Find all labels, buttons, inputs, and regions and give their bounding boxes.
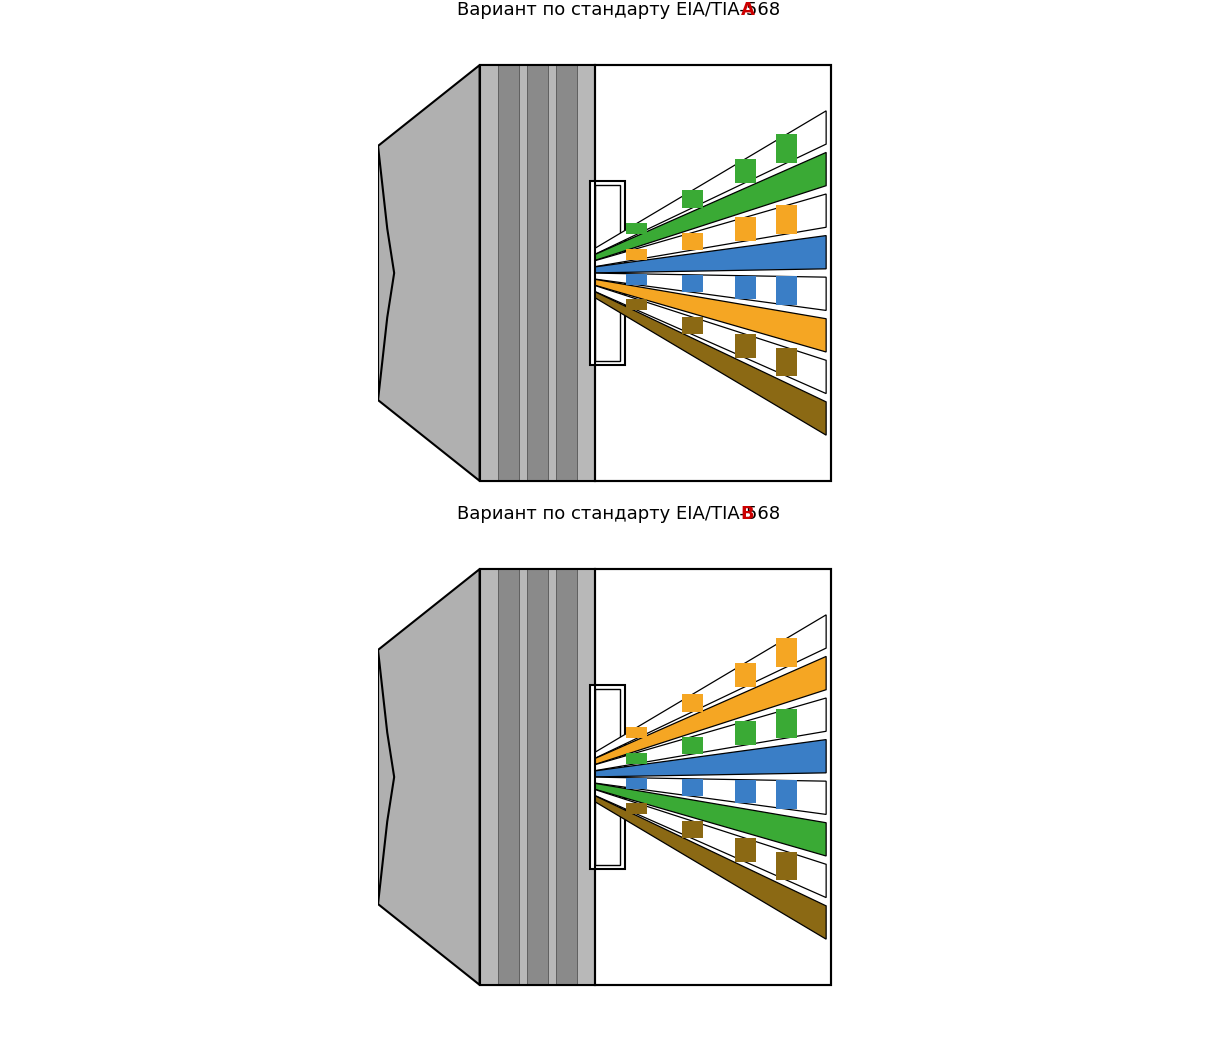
Bar (480, 65, 596, 481)
Polygon shape (682, 275, 703, 292)
Polygon shape (596, 286, 826, 394)
Bar (480, 65, 831, 481)
Polygon shape (777, 206, 798, 234)
Polygon shape (596, 796, 826, 939)
Polygon shape (596, 235, 826, 273)
Bar (594, 185, 620, 361)
Polygon shape (682, 737, 703, 754)
Bar (480, 569, 831, 985)
Polygon shape (734, 276, 755, 299)
Polygon shape (596, 790, 826, 898)
Polygon shape (626, 249, 647, 259)
Text: Вариант по стандарту EIA/TIA-568: Вариант по стандарту EIA/TIA-568 (457, 505, 780, 523)
Polygon shape (777, 852, 798, 880)
Polygon shape (777, 710, 798, 738)
Bar (480, 569, 596, 985)
Text: Вариант по стандарту EIA/TIA-568: Вариант по стандарту EIA/TIA-568 (457, 1, 780, 19)
Polygon shape (596, 739, 826, 777)
Polygon shape (777, 638, 798, 667)
Polygon shape (596, 194, 826, 267)
Polygon shape (734, 663, 755, 687)
Bar (555, 65, 577, 481)
Polygon shape (682, 190, 703, 208)
Polygon shape (626, 753, 647, 763)
Bar (555, 569, 577, 985)
Polygon shape (777, 134, 798, 163)
Polygon shape (596, 152, 826, 260)
Polygon shape (596, 111, 826, 254)
Polygon shape (682, 821, 703, 838)
Polygon shape (596, 656, 826, 764)
Bar (498, 65, 519, 481)
Polygon shape (734, 838, 755, 862)
Polygon shape (734, 159, 755, 183)
Polygon shape (596, 698, 826, 771)
Polygon shape (626, 274, 647, 285)
Polygon shape (596, 292, 826, 435)
Bar (480, 65, 831, 481)
Polygon shape (596, 273, 826, 311)
Polygon shape (596, 615, 826, 758)
Polygon shape (777, 780, 798, 810)
Polygon shape (734, 334, 755, 358)
Bar (527, 569, 548, 985)
Polygon shape (682, 694, 703, 712)
Text: B: B (741, 505, 754, 523)
Polygon shape (596, 777, 826, 815)
Bar (594, 689, 620, 865)
Polygon shape (626, 224, 647, 234)
Polygon shape (626, 728, 647, 738)
Polygon shape (734, 217, 755, 242)
Polygon shape (596, 783, 826, 856)
Polygon shape (777, 276, 798, 306)
Polygon shape (777, 348, 798, 376)
Bar (591, 181, 625, 365)
Polygon shape (682, 233, 703, 250)
Bar (498, 569, 519, 985)
Polygon shape (682, 317, 703, 334)
Bar (480, 569, 831, 985)
Polygon shape (378, 569, 480, 985)
Polygon shape (734, 780, 755, 803)
Polygon shape (378, 65, 480, 481)
Polygon shape (626, 803, 647, 814)
Bar (591, 685, 625, 869)
Polygon shape (682, 779, 703, 796)
Polygon shape (626, 299, 647, 310)
Polygon shape (626, 778, 647, 789)
Polygon shape (596, 279, 826, 352)
Polygon shape (734, 721, 755, 745)
Bar (527, 65, 548, 481)
Text: A: A (741, 1, 754, 19)
